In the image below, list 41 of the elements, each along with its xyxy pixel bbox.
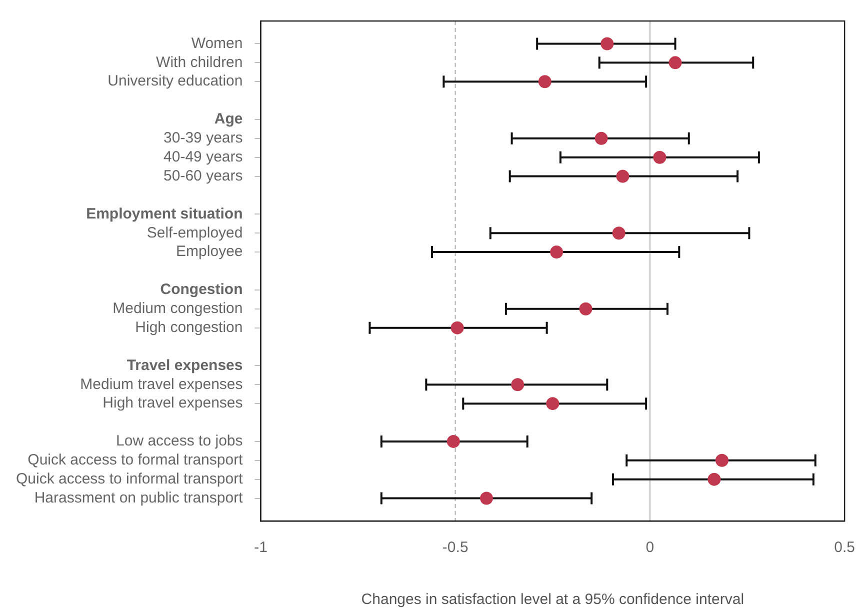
- y-tick-label: Employee: [176, 243, 243, 260]
- point: [653, 150, 666, 164]
- point: [450, 321, 464, 334]
- point: [715, 454, 728, 467]
- point: [550, 246, 564, 259]
- y-tick-label: High congestion: [135, 318, 243, 336]
- y-tick-label: Employment situation: [86, 205, 243, 222]
- x-tick-label: -1: [254, 539, 268, 556]
- y-tick-label: 40-49 years: [164, 148, 243, 166]
- point: [668, 56, 682, 70]
- y-tick-label: Travel expenses: [126, 356, 243, 374]
- point: [511, 378, 524, 392]
- y-tick-label: With children: [156, 54, 243, 71]
- point: [594, 132, 608, 145]
- y-tick-label: Congestion: [160, 281, 243, 298]
- y-tick-label: Low access to jobs: [116, 432, 243, 450]
- y-tick-label: Harassment on public transport: [34, 489, 244, 506]
- y-tick-label: Quick access to informal transport: [16, 470, 244, 488]
- point: [446, 434, 460, 448]
- point: [708, 472, 721, 486]
- x-axis-title: Changes in satisfaction level at a 95% confidence interval: [361, 591, 744, 608]
- y-tick-label: Self-employed: [146, 224, 243, 242]
- point: [600, 37, 614, 50]
- y-tick-label: 30-39 years: [164, 130, 243, 147]
- x-tick-label: -0.5: [442, 539, 468, 556]
- point: [480, 492, 493, 505]
- point: [612, 226, 626, 240]
- y-tick-label: Medium travel expenses: [80, 376, 243, 393]
- y-tick-label: University education: [108, 72, 243, 90]
- point: [579, 302, 592, 316]
- y-tick-label: 50-60 years: [164, 167, 243, 184]
- point: [616, 170, 630, 183]
- point: [546, 397, 560, 410]
- y-tick-label: High travel expenses: [102, 394, 243, 412]
- y-tick-label: Medium congestion: [112, 300, 243, 318]
- y-tick-label: Women: [191, 34, 243, 52]
- point: [538, 75, 552, 88]
- x-tick-label: 0: [646, 539, 654, 556]
- y-tick-label: Quick access to formal transport: [28, 452, 244, 469]
- x-tick-label: 0.5: [834, 539, 856, 556]
- y-tick-label: Age: [214, 110, 243, 128]
